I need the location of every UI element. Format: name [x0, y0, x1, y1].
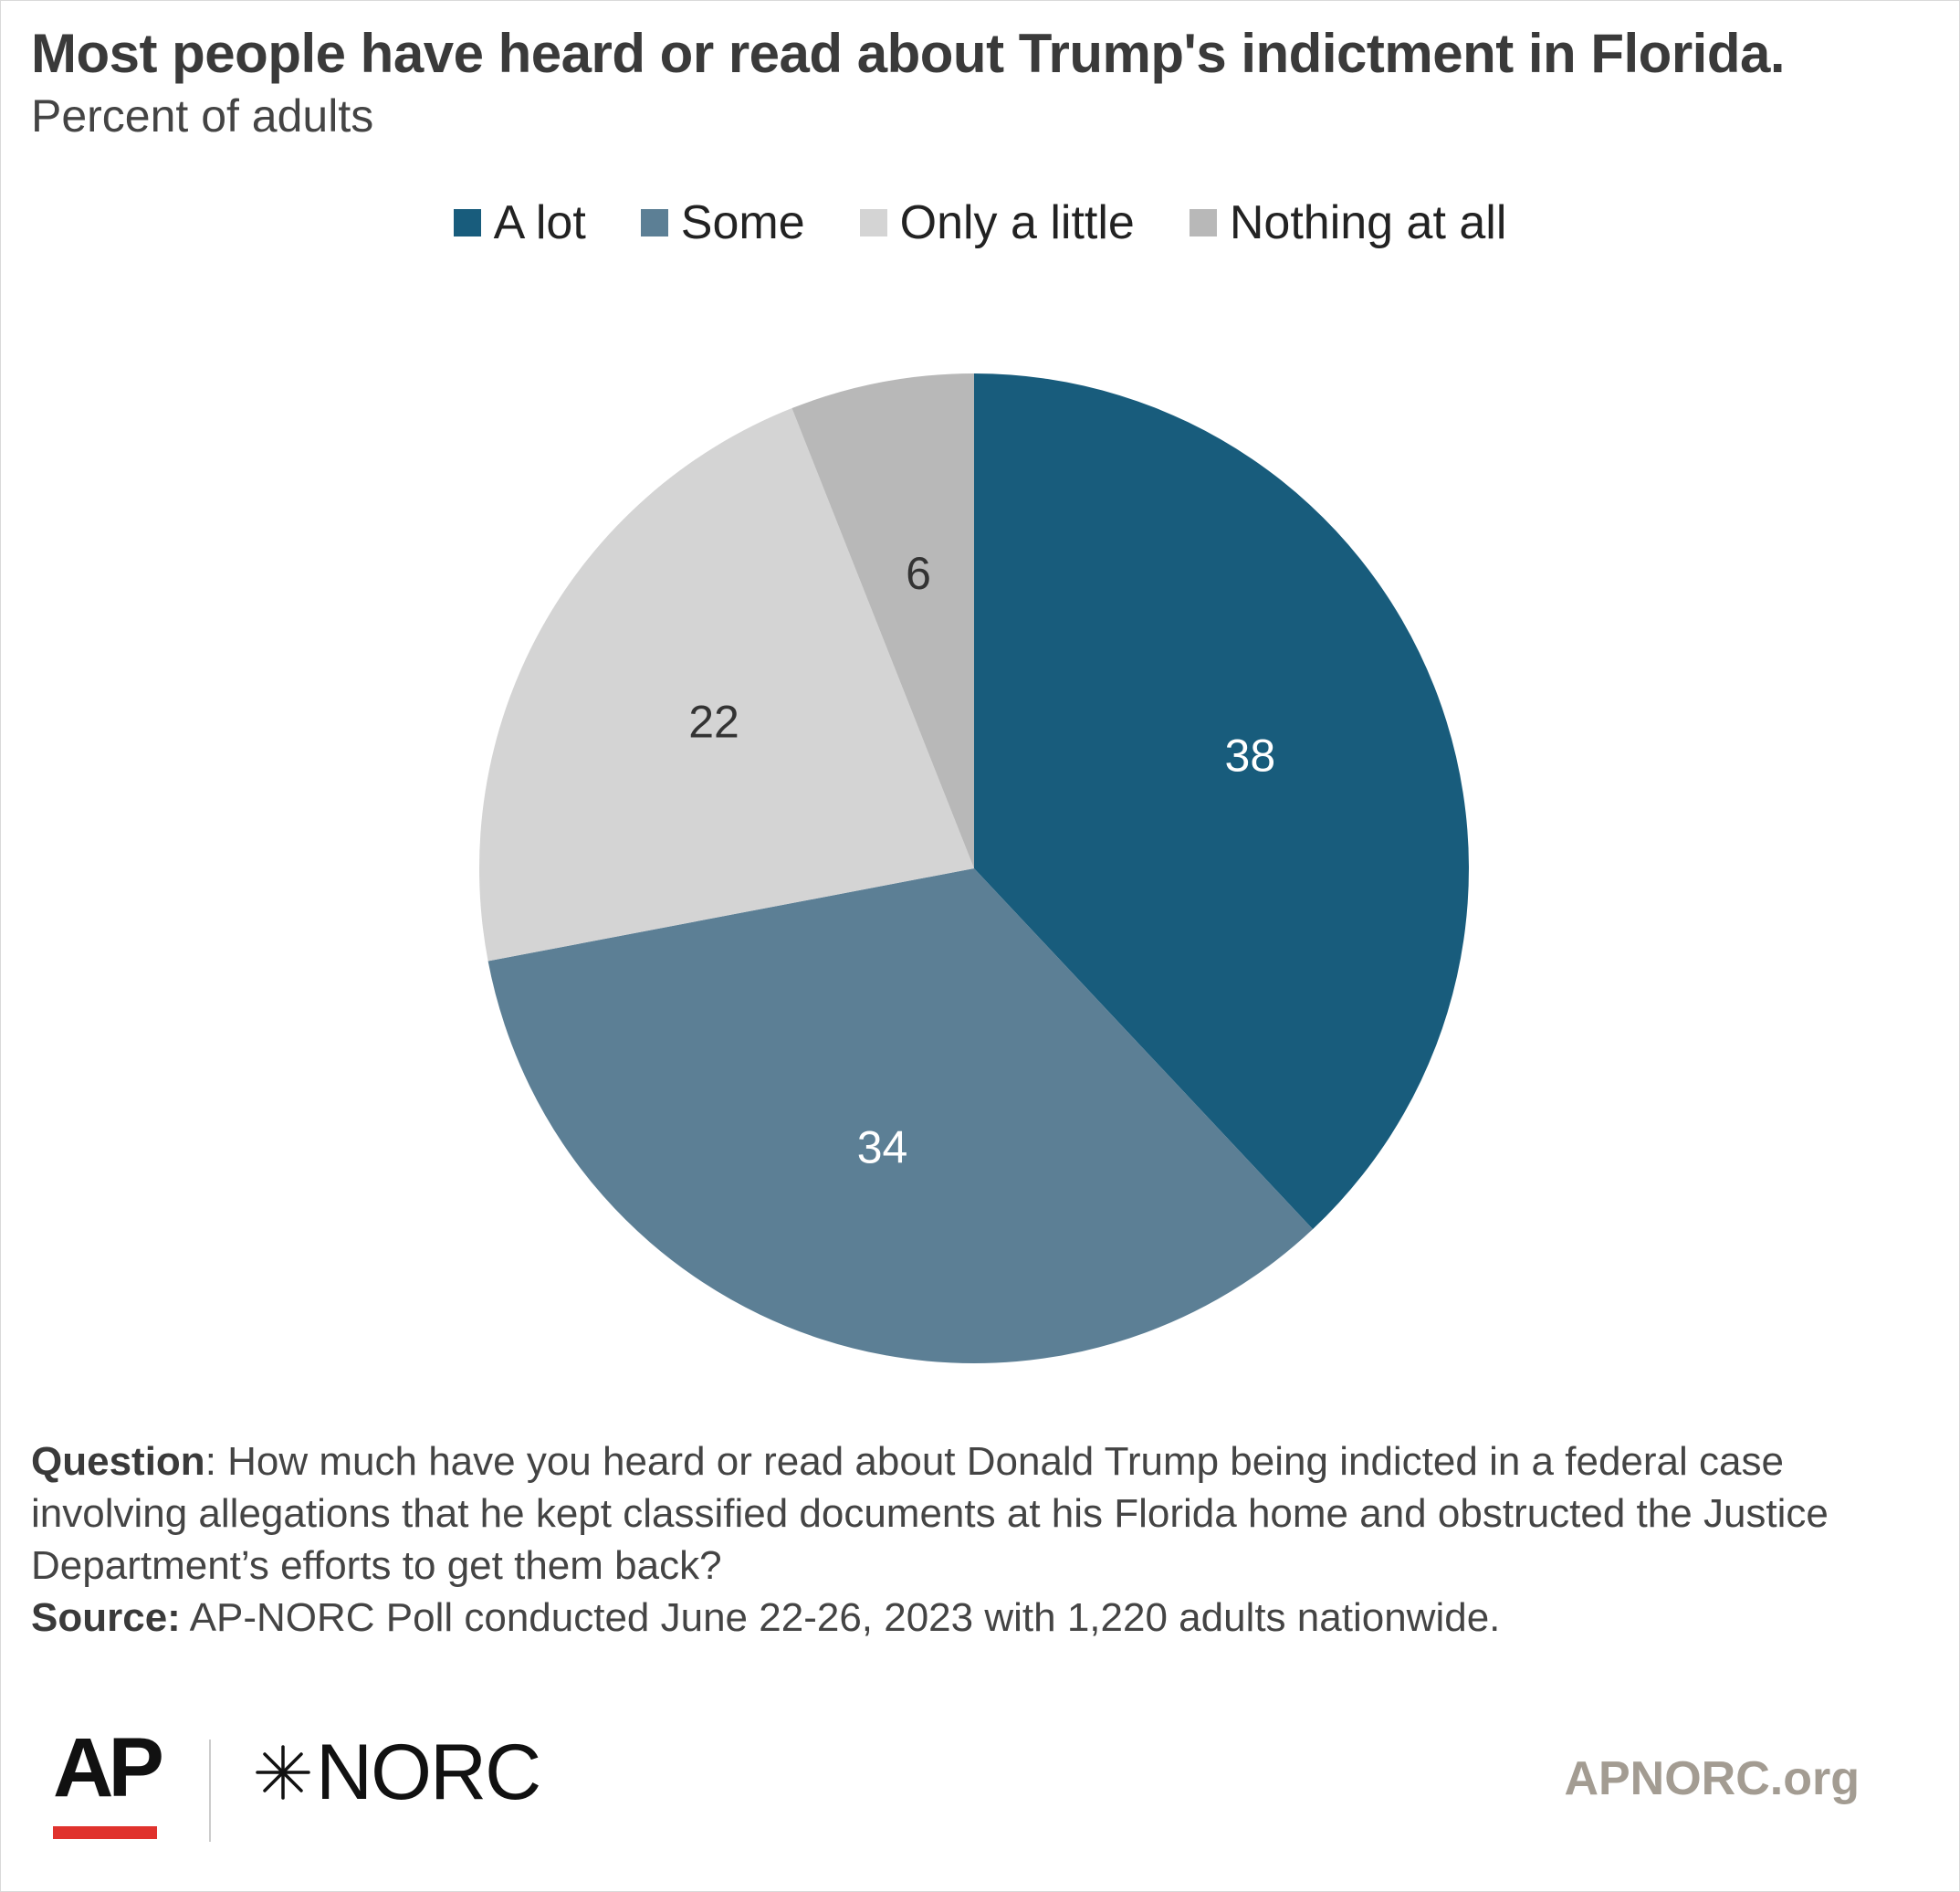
- legend-label: A lot: [493, 196, 586, 249]
- star-burst-icon: [256, 1745, 310, 1800]
- question-text: : How much have you heard or read about …: [31, 1439, 1829, 1588]
- ap-logo-text: AP: [53, 1721, 164, 1814]
- source-text: AP-NORC Poll conducted June 22-26, 2023 …: [180, 1595, 1501, 1640]
- chart-title: Most people have heard or read about Tru…: [31, 23, 1786, 84]
- pie-slice-a-lot: [974, 373, 1469, 1230]
- legend-swatch: [640, 209, 668, 236]
- ap-logo: AP: [53, 1721, 164, 1839]
- pie-slice-some: [487, 868, 1314, 1363]
- pie-chart: 38 34 22 6: [479, 373, 1469, 1363]
- data-label: 34: [857, 1121, 908, 1172]
- data-label: 6: [906, 548, 931, 599]
- norc-logo-text: NORC: [316, 1729, 541, 1816]
- legend-item: Some: [640, 195, 805, 250]
- legend-item: Only a little: [859, 195, 1135, 250]
- norc-logo: NORC: [254, 1729, 541, 1816]
- legend-item: A lot: [453, 195, 586, 250]
- ap-logo-bar: [53, 1826, 157, 1839]
- question-label: Question: [31, 1439, 205, 1484]
- chart-notes: Question: How much have you heard or rea…: [31, 1435, 1939, 1644]
- pie-slice-only-a-little: [479, 408, 974, 962]
- site-url[interactable]: APNORC.org: [1564, 1752, 1860, 1805]
- pie-labels: 38 34 22 6: [688, 548, 1275, 1173]
- source-label: Source:: [31, 1595, 181, 1640]
- pie-slices: [479, 373, 1469, 1363]
- legend-label: Some: [680, 196, 805, 249]
- legend-swatch: [453, 209, 481, 236]
- pie-slice-nothing-at-all: [791, 373, 974, 868]
- legend-label: Only a little: [899, 196, 1135, 249]
- legend: A lot Some Only a little Nothing at all: [0, 195, 1960, 250]
- data-label: 22: [688, 697, 739, 748]
- data-label: 38: [1225, 730, 1276, 781]
- legend-item: Nothing at all: [1189, 195, 1507, 250]
- logo-divider: [209, 1740, 211, 1842]
- chart-subtitle: Percent of adults: [31, 90, 374, 142]
- legend-swatch: [859, 209, 887, 236]
- legend-swatch: [1189, 209, 1217, 236]
- legend-label: Nothing at all: [1229, 196, 1507, 249]
